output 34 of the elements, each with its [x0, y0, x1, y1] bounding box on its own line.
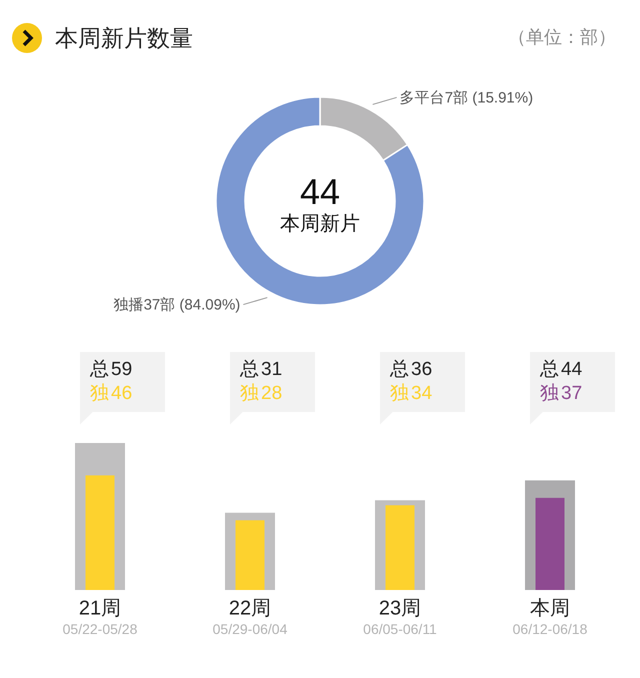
bar [386, 505, 414, 590]
data-label: 44 [561, 359, 583, 380]
text: 05/22-05/28 [62, 621, 138, 637]
slice-label: 独播37部 (84.09%) [114, 296, 240, 314]
data-label: 37 [561, 383, 582, 404]
bar [86, 475, 114, 590]
bar [536, 498, 564, 590]
text: 05/29-06/04 [212, 621, 288, 637]
chart-subtitle: （单位：部） [508, 26, 616, 49]
text: 总 [540, 359, 559, 380]
data-label: 34 [411, 383, 433, 404]
data-label: 46 [111, 383, 132, 404]
x-tick-label: 本周 [530, 598, 570, 620]
data-label: 36 [411, 359, 432, 380]
slice-label: 多平台7部 (15.91%) [400, 89, 534, 106]
text: 独 [90, 383, 109, 404]
text: 独 [390, 383, 409, 404]
x-tick-label: 21周 [78, 598, 122, 620]
x-tick-label: 23周 [378, 598, 422, 620]
text: 44 [300, 171, 340, 212]
text: 本周新片 [280, 213, 360, 235]
bar [236, 520, 264, 590]
data-label: 28 [261, 383, 282, 404]
data-label: 31 [261, 359, 282, 380]
text: 06/12-06/18 [512, 621, 588, 637]
data-label: 59 [111, 359, 132, 380]
text: 独 [240, 383, 259, 404]
text: 总 [89, 359, 109, 380]
text: 06/05-06/11 [363, 621, 438, 637]
x-tick-label: 22周 [228, 598, 272, 620]
text: 总 [390, 359, 409, 380]
text: 总 [240, 359, 259, 380]
text: 独 [540, 383, 559, 404]
chart-title: 本周新片数量 [55, 24, 193, 53]
